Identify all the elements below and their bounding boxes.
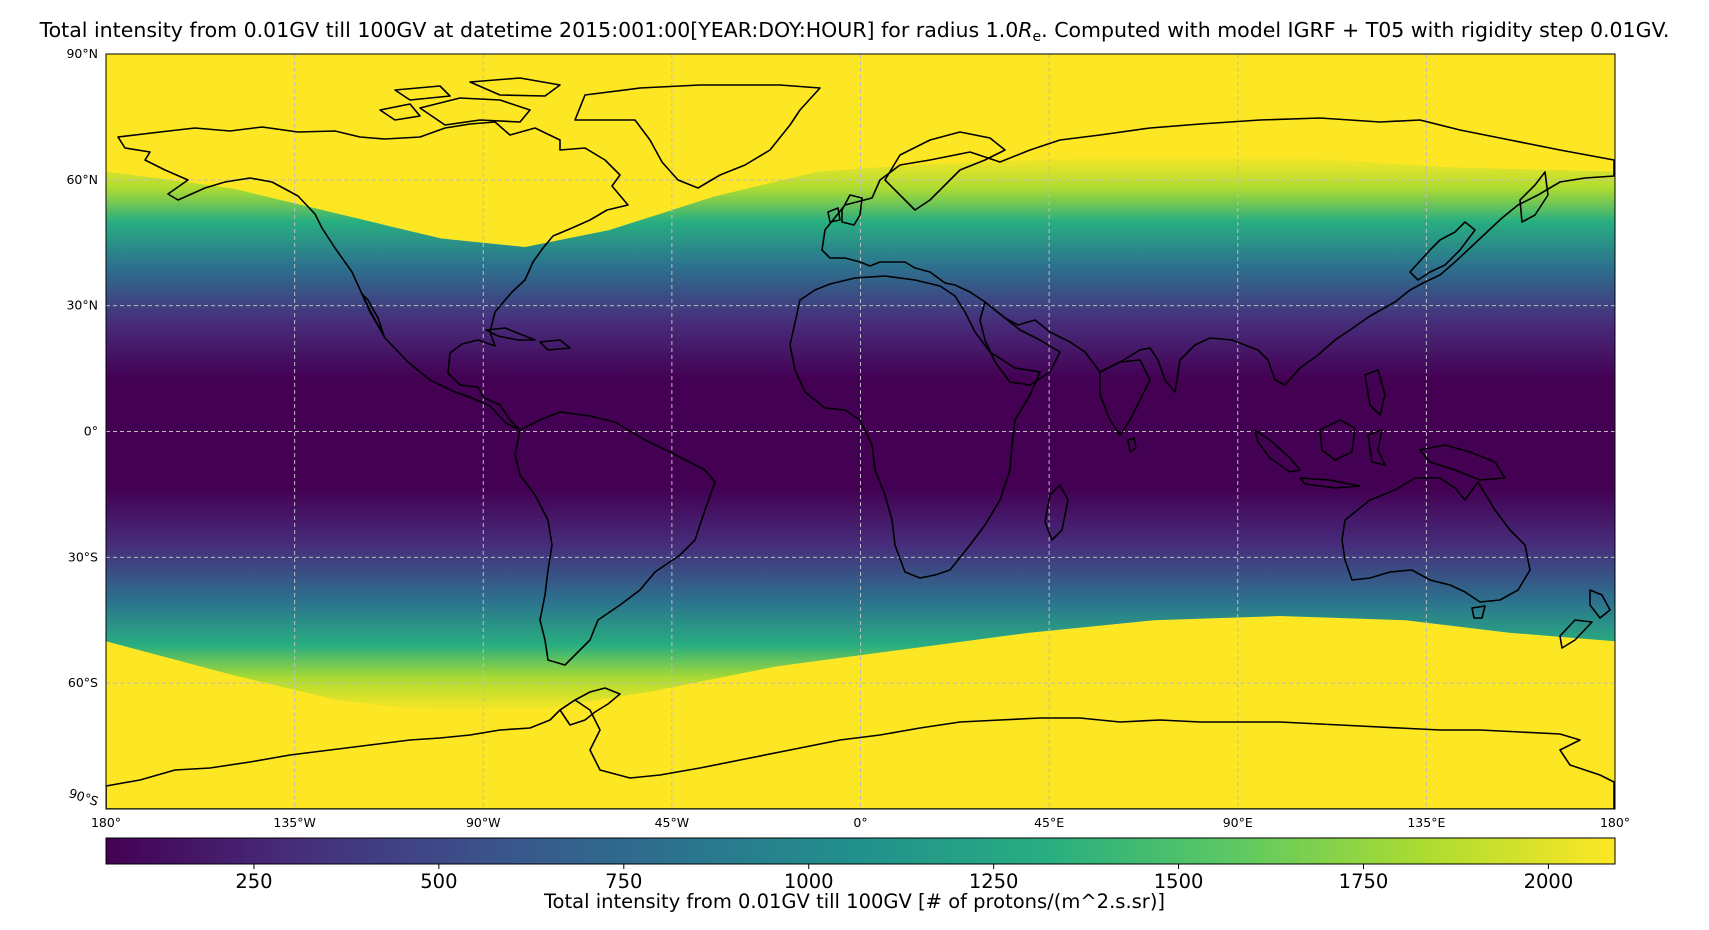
colorbar: 250 500 750 1000 1250 1500 1750 2000 <box>105 837 1616 893</box>
coastline-new-zealand <box>1559 589 1611 649</box>
colorbar-bar <box>105 837 1616 865</box>
coastline-great-britain <box>841 194 863 226</box>
lat-label: 60°S <box>68 675 98 690</box>
coastline-antarctic-peninsula <box>559 687 621 726</box>
title-suffix: . Computed with model IGRF + T05 with ri… <box>1041 18 1670 42</box>
coastline-borneo <box>1319 419 1356 461</box>
coastline-sakhalin-kamchatka <box>1519 171 1549 223</box>
coastline-philippines <box>1364 369 1386 416</box>
lat-label: 60°N <box>66 172 98 187</box>
coastline-arctic-islands <box>379 77 561 126</box>
colorbar-tick-label: 250 <box>235 870 272 893</box>
lat-label: 90°S <box>67 785 100 809</box>
coastline-south-america <box>514 411 716 666</box>
lat-label: 0° <box>84 424 98 439</box>
coastline-java <box>1299 477 1361 489</box>
coastline-arabia <box>979 301 1061 386</box>
coastline-greenland <box>574 84 821 189</box>
lon-label: 45°W <box>655 815 690 830</box>
lon-label: 180° <box>1600 815 1630 830</box>
colorbar-tick-label: 1500 <box>1154 870 1204 893</box>
lon-label: 90°W <box>466 815 501 830</box>
colorbar-label: Total intensity from 0.01GV till 100GV [… <box>543 890 1166 913</box>
title-r: R <box>1018 18 1033 42</box>
colorbar-tick-label: 1250 <box>969 870 1019 893</box>
lon-label: 0° <box>853 815 867 830</box>
coastline-sumatra <box>1254 429 1301 473</box>
chart-title: Total intensity from 0.01GV till 100GV a… <box>0 18 1709 45</box>
colorbar-tick-label: 1750 <box>1339 870 1389 893</box>
coastline-hispaniola <box>539 339 571 351</box>
coastlines <box>106 77 1615 809</box>
map-frame <box>105 53 1616 810</box>
lon-label: 45°E <box>1034 815 1064 830</box>
coastline-madagascar <box>1044 484 1069 541</box>
title-prefix: Total intensity from 0.01GV till 100GV a… <box>39 18 1019 42</box>
coastline-sri-lanka <box>1127 437 1137 453</box>
coastline-antarctica <box>106 699 1615 809</box>
coastline-tasmania <box>1471 605 1486 619</box>
coastline-africa <box>789 275 1041 579</box>
coastline-baja <box>361 293 385 337</box>
lon-label: 135°W <box>273 815 315 830</box>
coastline-australia <box>1341 477 1531 603</box>
lon-label: 90°E <box>1223 815 1253 830</box>
coastline-eurasia <box>821 117 1615 393</box>
coastline-sulawesi <box>1367 429 1386 466</box>
title-r-sub: e <box>1032 29 1042 45</box>
coastline-new-guinea <box>1419 444 1506 481</box>
lat-label: 30°S <box>68 549 98 564</box>
coastline-north-america <box>117 121 629 431</box>
latitude-labels: 90°N 60°N 30°N 0° 30°S 60°S 90°S <box>66 46 100 809</box>
lon-label: 180° <box>91 815 121 830</box>
lat-label: 90°N <box>66 46 98 61</box>
coastline-japan <box>1409 221 1476 281</box>
colorbar-tick-label: 2000 <box>1524 870 1574 893</box>
longitude-labels: 180° 135°W 90°W 45°W 0° 45°E 90°E 135°E 180° <box>91 815 1630 830</box>
colorbar-ticks: 250 500 750 1000 1250 1500 1750 2000 <box>235 864 1573 893</box>
colorbar-tick-label: 750 <box>605 870 642 893</box>
lon-label: 135°E <box>1407 815 1445 830</box>
lat-label: 30°N <box>66 298 98 313</box>
coastline-scandinavia <box>884 131 1006 211</box>
coastline-india <box>1099 359 1151 436</box>
colorbar-tick-label: 500 <box>420 870 457 893</box>
coastline-cuba <box>485 327 536 341</box>
map-area <box>106 54 1615 809</box>
coastline-ireland <box>827 207 841 223</box>
colorbar-tick-label: 1000 <box>784 870 834 893</box>
